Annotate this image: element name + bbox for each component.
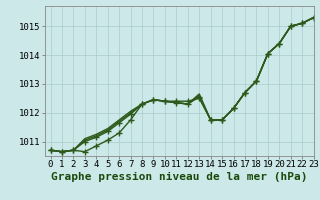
X-axis label: Graphe pression niveau de la mer (hPa): Graphe pression niveau de la mer (hPa)	[51, 172, 308, 182]
